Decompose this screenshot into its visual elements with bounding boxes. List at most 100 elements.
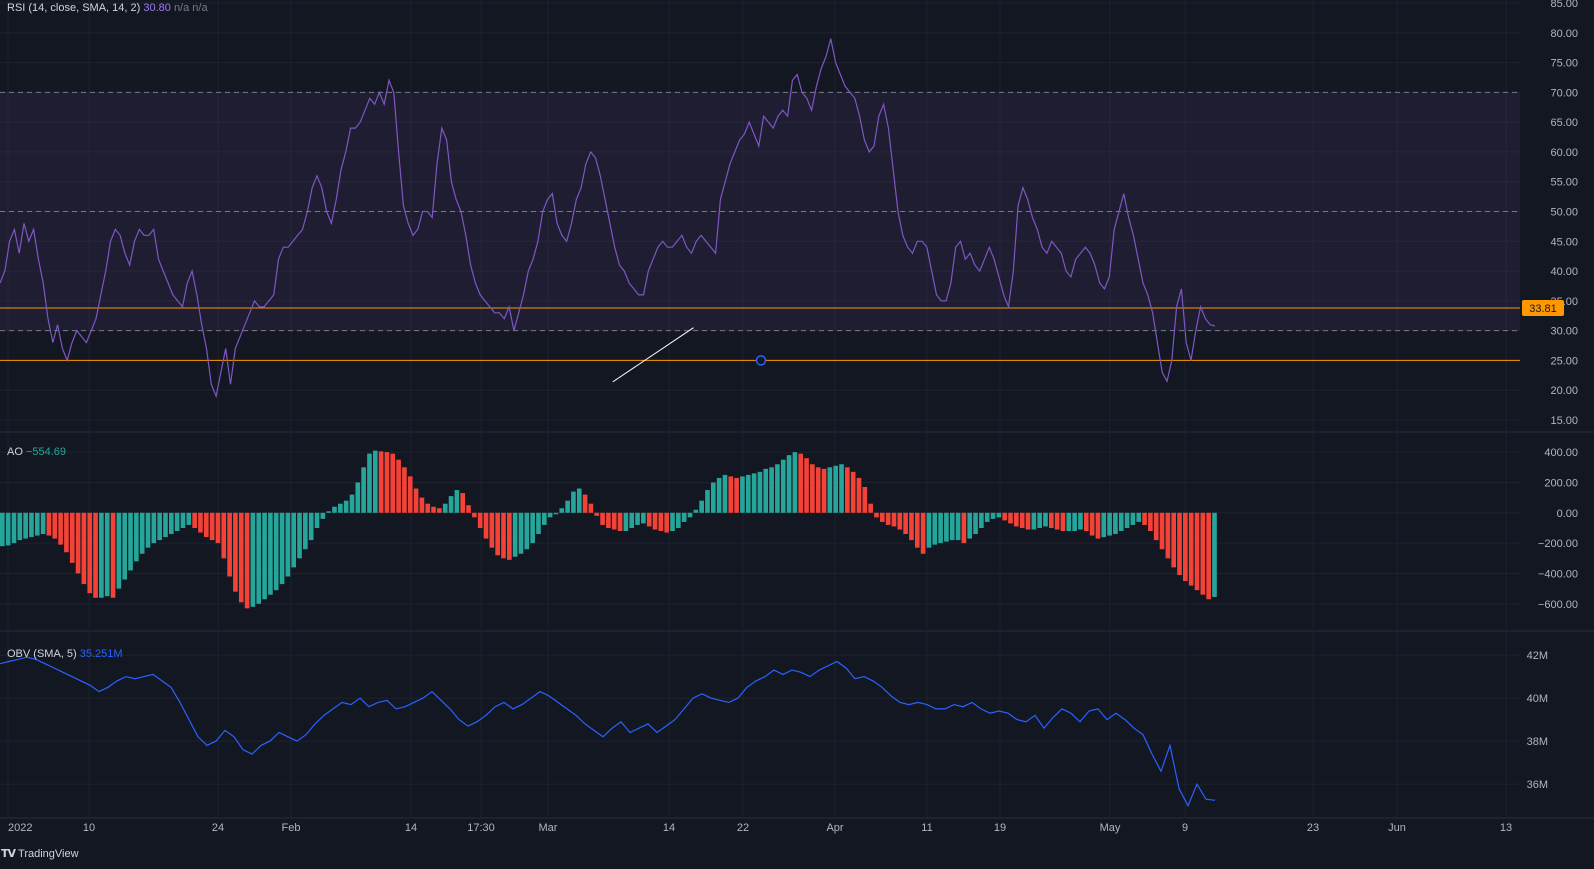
ao-bar[interactable] xyxy=(256,512,262,604)
ao-bar[interactable] xyxy=(897,512,903,530)
ao-bar[interactable] xyxy=(285,512,291,577)
ao-bar[interactable] xyxy=(180,512,186,528)
ao-bar[interactable] xyxy=(244,512,250,609)
ao-bar[interactable] xyxy=(1118,512,1124,531)
ao-bar[interactable] xyxy=(722,474,728,513)
ao-bar[interactable] xyxy=(635,512,640,525)
ao-bar[interactable] xyxy=(745,474,751,513)
ao-bar[interactable] xyxy=(87,512,93,594)
ao-bar[interactable] xyxy=(489,512,495,548)
ao-bar[interactable] xyxy=(99,512,104,598)
ao-bar[interactable] xyxy=(804,458,809,513)
ao-bar[interactable] xyxy=(250,512,256,607)
ao-bar[interactable] xyxy=(0,512,5,547)
ao-bar[interactable] xyxy=(134,512,139,562)
ao-bar[interactable] xyxy=(716,477,722,513)
ao-bar[interactable] xyxy=(821,468,827,513)
ao-bar[interactable] xyxy=(215,512,221,544)
ao-bar[interactable] xyxy=(326,511,331,513)
ao-bar[interactable] xyxy=(52,512,58,539)
ao-bar[interactable] xyxy=(203,512,209,538)
ao-bar[interactable] xyxy=(1031,512,1037,530)
ao-bar[interactable] xyxy=(868,503,873,513)
rsi-line[interactable] xyxy=(0,38,1216,399)
ao-bar[interactable] xyxy=(1188,512,1194,586)
ao-bar[interactable] xyxy=(845,467,850,513)
ao-bar[interactable] xyxy=(1171,512,1177,568)
ao-bar[interactable] xyxy=(437,508,442,513)
ao-bar[interactable] xyxy=(1194,512,1200,591)
ao-bar[interactable] xyxy=(652,512,658,530)
ao-bar[interactable] xyxy=(221,512,227,559)
ao-bar[interactable] xyxy=(611,512,617,530)
ao-bar[interactable] xyxy=(990,512,996,519)
ao-bar[interactable] xyxy=(885,512,891,525)
ao-bar[interactable] xyxy=(320,512,326,519)
ao-bar[interactable] xyxy=(512,512,518,557)
ao-bar[interactable] xyxy=(332,506,337,513)
ao-bar[interactable] xyxy=(815,467,821,513)
ao-bar[interactable] xyxy=(1072,512,1077,531)
drawing-anchor-handle[interactable] xyxy=(755,355,767,366)
ao-bar[interactable] xyxy=(75,512,81,574)
ao-bar[interactable] xyxy=(757,471,763,513)
ao-legend[interactable]: AO −554.69 xyxy=(7,446,66,458)
ao-bar[interactable] xyxy=(914,512,920,548)
ao-bar[interactable] xyxy=(1066,512,1072,531)
ao-bar[interactable] xyxy=(1049,512,1054,528)
ao-bar[interactable] xyxy=(740,476,745,513)
obv-pane[interactable] xyxy=(0,656,1216,808)
ao-bar[interactable] xyxy=(909,512,914,541)
ao-bar[interactable] xyxy=(407,476,413,513)
ao-bar[interactable] xyxy=(565,500,570,513)
ao-bar[interactable] xyxy=(1136,512,1142,522)
ao-bar[interactable] xyxy=(1148,512,1153,531)
ao-bar[interactable] xyxy=(349,494,355,513)
ao-bar[interactable] xyxy=(110,512,116,598)
ao-bar[interactable] xyxy=(879,512,885,522)
ao-bar[interactable] xyxy=(938,512,943,544)
ao-bar[interactable] xyxy=(355,482,361,513)
ao-bar[interactable] xyxy=(658,512,664,531)
ao-bar[interactable] xyxy=(104,512,110,597)
ao-bar[interactable] xyxy=(728,476,734,513)
ao-bar[interactable] xyxy=(367,453,372,513)
ao-bar[interactable] xyxy=(390,453,396,513)
ao-bar[interactable] xyxy=(973,512,978,535)
ao-bar[interactable] xyxy=(518,512,524,554)
ao-bar[interactable] xyxy=(1037,512,1042,528)
ao-bar[interactable] xyxy=(1078,512,1083,530)
ao-bar[interactable] xyxy=(314,512,320,528)
ao-bar[interactable] xyxy=(1019,512,1025,528)
ao-bar[interactable] xyxy=(1153,512,1159,541)
ao-bar[interactable] xyxy=(588,503,594,513)
ao-bar[interactable] xyxy=(780,459,786,513)
ao-bar[interactable] xyxy=(34,512,40,536)
ao-bar[interactable] xyxy=(163,512,168,538)
ao-bar[interactable] xyxy=(151,512,157,544)
ao-bar[interactable] xyxy=(5,512,11,546)
ao-bar[interactable] xyxy=(46,512,52,536)
ao-bar[interactable] xyxy=(839,464,844,513)
ao-bar[interactable] xyxy=(454,490,460,513)
ao-bar[interactable] xyxy=(810,464,815,513)
ao-bar[interactable] xyxy=(40,512,46,535)
ao-bar[interactable] xyxy=(262,512,267,600)
ao-bar[interactable] xyxy=(944,512,949,542)
ao-bar[interactable] xyxy=(396,459,401,513)
ao-bar[interactable] xyxy=(984,512,990,522)
ao-bar[interactable] xyxy=(617,512,623,531)
ao-bar[interactable] xyxy=(955,512,961,541)
ao-bar[interactable] xyxy=(681,512,687,522)
ao-bar[interactable] xyxy=(891,512,897,527)
ao-bar[interactable] xyxy=(116,512,122,589)
ao-bar[interactable] xyxy=(920,512,926,554)
ao-bar[interactable] xyxy=(29,512,34,538)
obv-legend[interactable]: OBV (SMA, 5) 35.251M xyxy=(7,648,123,660)
ao-bar[interactable] xyxy=(442,503,448,513)
ao-bar[interactable] xyxy=(1002,512,1007,521)
ao-bar[interactable] xyxy=(967,512,973,539)
ao-bar[interactable] xyxy=(594,512,600,516)
